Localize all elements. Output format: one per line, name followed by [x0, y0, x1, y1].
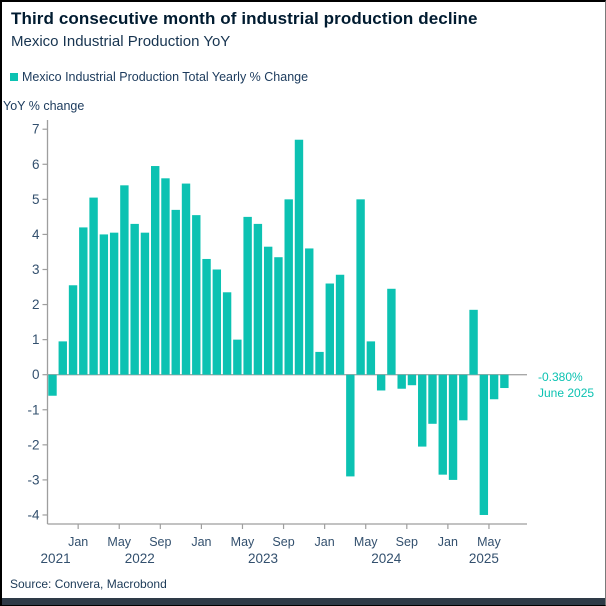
bar-2024-11	[428, 374, 437, 424]
x-tick-label: May	[354, 535, 378, 549]
bar-2025-05	[489, 374, 499, 400]
bar-2023-04	[233, 339, 242, 375]
source-note: Source: Convera, Macrobond	[10, 577, 167, 591]
bar-2023-12	[315, 351, 324, 375]
bar-2024-05	[366, 341, 376, 375]
bar-2024-02	[335, 274, 345, 375]
y-tick-label: 0	[32, 367, 40, 382]
bar-2025-03	[469, 309, 478, 375]
bar-2023-02	[212, 269, 222, 375]
x-tick-label: Jan	[438, 535, 458, 549]
bar-2023-10	[294, 139, 304, 375]
y-axis-title: YoY % change	[3, 99, 85, 113]
bar-2025-04	[479, 374, 489, 515]
bar-2022-02	[89, 197, 98, 375]
year-label: 2023	[248, 551, 278, 566]
bar-2025-02	[459, 374, 468, 421]
bar-2025-06	[500, 374, 509, 389]
year-label: 2024	[371, 551, 402, 566]
legend-label: Mexico Industrial Production Total Yearl…	[22, 70, 309, 84]
bar-2023-03	[222, 292, 232, 375]
y-tick-label: 1	[32, 332, 40, 347]
y-tick-label: -2	[27, 437, 39, 452]
chart-subtitle: Mexico Industrial Production YoY	[11, 33, 231, 50]
x-tick-label: May	[107, 535, 131, 549]
x-tick-label: Jan	[315, 535, 335, 549]
bar-2021-12	[68, 285, 78, 375]
bar-2023-09	[284, 199, 293, 375]
bar-2024-04	[356, 199, 365, 375]
last-value-annotation: -0.380% June 2025	[538, 369, 594, 401]
bar-2022-05	[120, 185, 129, 375]
annotation-date: June 2025	[538, 386, 595, 400]
bar-2024-06	[376, 374, 386, 391]
x-tick-label: Jan	[68, 535, 88, 549]
y-tick-label: -4	[27, 507, 39, 522]
x-tick-label: May	[231, 535, 255, 549]
legend: Mexico Industrial Production Total Yearl…	[10, 70, 308, 84]
bar-2024-10	[418, 374, 427, 447]
x-tick-label: Sep	[272, 535, 294, 549]
bar-2022-11	[181, 183, 191, 375]
y-tick-label: 7	[32, 122, 40, 137]
bar-2022-04	[109, 232, 119, 375]
bar-2023-08	[274, 257, 283, 375]
x-tick-label: May	[477, 535, 501, 549]
bar-2022-09	[161, 178, 170, 375]
bottom-strip	[2, 598, 605, 605]
bar-2023-11	[305, 248, 314, 375]
year-label: 2025	[469, 551, 499, 566]
y-tick-label: 3	[32, 262, 40, 277]
y-tick-label: 4	[32, 227, 40, 242]
bar-2023-07	[263, 246, 273, 375]
y-tick-label: -1	[27, 402, 39, 417]
bar-2022-10	[171, 209, 180, 375]
bar-2023-05	[243, 216, 252, 375]
bar-2024-12	[438, 374, 447, 475]
y-tick-label: 6	[32, 157, 40, 172]
x-tick-label: Sep	[149, 535, 171, 549]
bar-2022-03	[99, 234, 109, 375]
bar-2022-07	[140, 232, 150, 375]
annotation-value: -0.380%	[538, 370, 583, 384]
chart-title: Third consecutive month of industrial pr…	[11, 9, 478, 28]
bar-2024-09	[407, 374, 417, 386]
bar-2024-03	[346, 374, 355, 477]
y-tick-label: 2	[32, 297, 40, 312]
y-tick-label: 5	[32, 192, 40, 207]
x-tick-label: Jan	[191, 535, 211, 549]
bar-2022-01	[79, 227, 88, 375]
legend-swatch-icon	[10, 73, 18, 81]
bar-2024-07	[387, 288, 396, 375]
bar-2022-08	[151, 166, 160, 375]
bar-2021-10	[48, 374, 57, 396]
bar-2024-08	[397, 374, 406, 389]
bar-2025-01	[448, 374, 458, 480]
bar-2023-06	[253, 223, 263, 375]
bar-2021-11	[58, 341, 67, 375]
year-label: 2021	[41, 551, 71, 566]
bar-2023-01	[202, 258, 211, 375]
bar-2024-01	[325, 283, 334, 375]
y-tick-label: -3	[27, 472, 39, 487]
bar-2022-12	[192, 215, 201, 375]
x-tick-label: Sep	[396, 535, 418, 549]
year-label: 2022	[125, 551, 155, 566]
bar-2022-06	[130, 223, 139, 375]
